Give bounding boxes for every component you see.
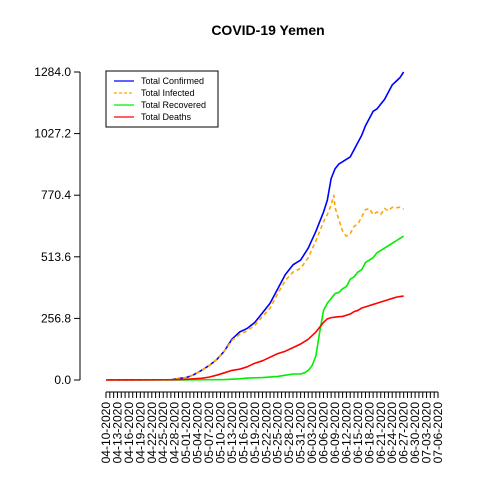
legend-label: Total Infected	[141, 88, 195, 98]
plot-lines	[105, 71, 405, 381]
y-tick-label: 0.0	[54, 373, 71, 387]
x-tick-label: 06-18-2020	[362, 402, 376, 464]
x-tick-label: 04-16-2020	[122, 402, 136, 464]
x-tick-label: 05-13-2020	[225, 402, 239, 464]
y-tick-label: 1284.0	[34, 65, 71, 79]
legend-label: Total Confirmed	[141, 76, 204, 86]
series-line-total-deaths	[105, 295, 404, 381]
x-tick-label: 05-28-2020	[282, 402, 296, 464]
x-tick-label: 06-21-2020	[374, 402, 388, 464]
x-tick-label: 05-01-2020	[179, 402, 193, 464]
x-tick-label: 06-27-2020	[397, 402, 411, 464]
x-tick-label: 04-25-2020	[156, 402, 170, 464]
x-tick-label: 05-07-2020	[202, 402, 216, 464]
x-tick-label: 04-13-2020	[110, 402, 124, 464]
x-tick-label: 06-24-2020	[385, 402, 399, 464]
x-tick-label: 06-09-2020	[328, 402, 342, 464]
x-tick-label: 06-06-2020	[317, 402, 331, 464]
x-tick-label: 07-03-2020	[420, 402, 434, 464]
x-tick-label: 04-28-2020	[168, 402, 182, 464]
x-tick-label: 05-22-2020	[259, 402, 273, 464]
y-tick-label: 256.8	[41, 311, 71, 325]
x-tick-label: 05-04-2020	[191, 402, 205, 464]
y-tick-label: 770.4	[41, 188, 71, 202]
chart-title: COVID-19 Yemen	[211, 22, 324, 38]
x-tick-label: 05-25-2020	[271, 402, 285, 464]
legend-box	[105, 70, 219, 128]
y-axis: 0.0 256.8 513.6 770.4 1027.2 1284.0	[34, 65, 81, 387]
x-tick-label: 06-15-2020	[351, 402, 365, 464]
x-tick-label: 05-10-2020	[213, 402, 227, 464]
y-tick-label: 1027.2	[34, 127, 71, 141]
x-axis: 04-10-202004-13-202004-16-202004-19-2020…	[99, 391, 445, 464]
legend: Total Confirmed Total Infected Total Recov…	[105, 70, 219, 128]
legend-label: Total Recovered	[141, 100, 206, 110]
x-tick-label: 04-10-2020	[99, 402, 113, 464]
x-tick-label: 07-06-2020	[431, 402, 445, 464]
x-tick-label: 04-22-2020	[145, 402, 159, 464]
legend-label: Total Deaths	[141, 112, 192, 122]
x-tick-label: 04-19-2020	[133, 402, 147, 464]
x-tick-label: 05-19-2020	[248, 402, 262, 464]
series-line-total-recovered	[106, 235, 405, 381]
x-tick-label: 05-16-2020	[236, 402, 250, 464]
x-tick-label: 05-31-2020	[294, 402, 308, 464]
x-tick-label: 06-12-2020	[339, 402, 353, 464]
x-tick-label: 06-03-2020	[305, 402, 319, 464]
y-tick-label: 513.6	[41, 250, 71, 264]
series-line-total-infected	[106, 194, 405, 381]
x-tick-label: 06-30-2020	[408, 402, 422, 464]
